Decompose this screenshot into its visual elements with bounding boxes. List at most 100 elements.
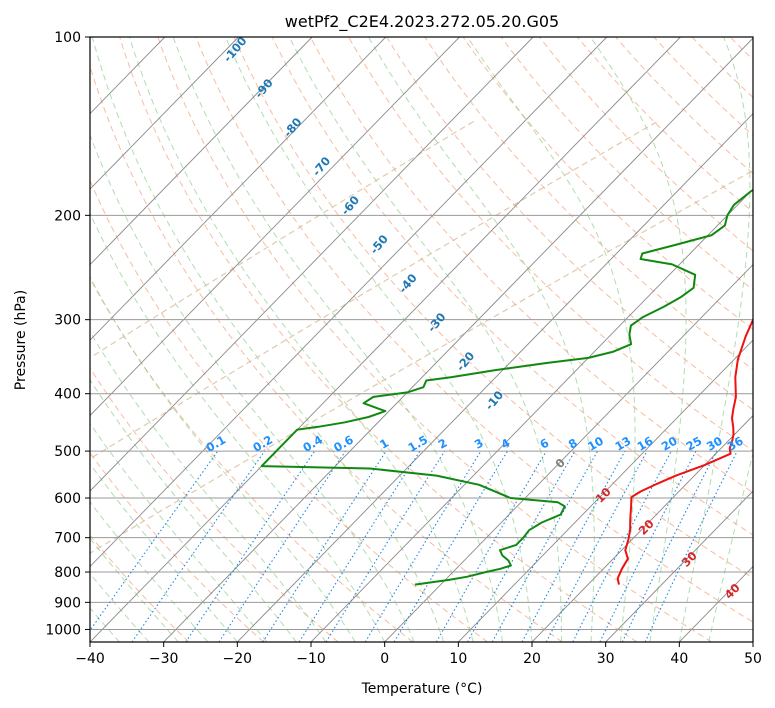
isotherm xyxy=(752,641,753,642)
mixing-ratio-label: 20 xyxy=(659,434,680,454)
mixing-ratio-label: 25 xyxy=(684,434,705,454)
moist-adiabat xyxy=(678,37,751,642)
dry-adiabat xyxy=(90,64,563,642)
dry-adiabat xyxy=(119,37,638,642)
plot-frame xyxy=(89,36,754,643)
isotherm xyxy=(163,37,753,642)
moist-adiabat xyxy=(708,450,753,642)
mixing-ratio-label: 13 xyxy=(612,434,633,454)
isotherm xyxy=(310,188,753,642)
dry-adiabat xyxy=(90,277,414,642)
x-tick-label: 30 xyxy=(597,651,615,667)
dry-adiabat xyxy=(309,37,753,494)
isotherm xyxy=(458,339,753,642)
x-tick-label: −10 xyxy=(296,651,326,667)
mixing-ratio-line xyxy=(599,450,697,642)
dewpoint-line xyxy=(260,188,753,586)
x-tick-label: 0 xyxy=(380,651,389,667)
dry-adiabat-label: -90 xyxy=(252,76,276,101)
isotherm xyxy=(90,37,681,642)
moist-adiabat-label: 0 xyxy=(552,455,568,471)
dry-adiabat xyxy=(462,37,753,330)
mixing-ratio-label: 2 xyxy=(436,436,450,452)
mixing-ratio-line xyxy=(572,450,672,642)
isotherm xyxy=(90,37,608,568)
moist-adiabat xyxy=(90,276,356,642)
y-tick-label: 1000 xyxy=(45,622,81,638)
x-tick-label: −20 xyxy=(223,651,253,667)
moist-adiabat xyxy=(90,133,415,642)
curved-reference-line xyxy=(90,120,659,460)
x-tick-label: 20 xyxy=(523,651,541,667)
isotherm xyxy=(90,37,239,190)
isotherm xyxy=(384,263,753,642)
moist-adiabat xyxy=(466,37,636,642)
y-axis-title: Pressure (hPa) xyxy=(13,290,29,390)
isotherm xyxy=(90,37,534,492)
mixing-ratio-line xyxy=(262,450,387,642)
x-axis-title: Temperature (°C) xyxy=(361,681,483,697)
dry-adiabat xyxy=(615,37,753,175)
mixing-ratio-line xyxy=(364,450,482,642)
curved-reference-line xyxy=(90,120,475,359)
x-tick-label: 10 xyxy=(449,651,467,667)
dry-adiabat xyxy=(500,37,753,291)
moist-adiabat xyxy=(90,378,297,642)
mixing-ratio-line xyxy=(644,450,738,642)
moist-adiabat xyxy=(90,537,179,642)
dry-adiabat xyxy=(424,37,753,370)
y-tick-label: 200 xyxy=(54,208,81,224)
moist-adiabat xyxy=(129,37,474,642)
mixing-ratio-line xyxy=(435,450,547,642)
dry-adiabat xyxy=(271,37,753,536)
moist-adiabat xyxy=(90,422,268,642)
mixing-ratio-line xyxy=(325,450,446,642)
sounding-series xyxy=(260,188,753,586)
dry-adiabat-label: -60 xyxy=(338,193,362,218)
dry-adiabat xyxy=(157,37,712,642)
y-tick-label: 400 xyxy=(54,387,81,403)
mixing-ratio-label: 6 xyxy=(537,436,551,452)
mixing-ratio-line xyxy=(545,450,648,642)
isotherm xyxy=(531,414,753,642)
dry-adiabat-label: -10 xyxy=(482,388,506,413)
x-tick-label: 50 xyxy=(744,651,762,667)
mixing-ratio-label: 3 xyxy=(472,436,486,452)
y-tick-label: 500 xyxy=(54,444,81,460)
dry-adiabat-label: -20 xyxy=(453,349,477,374)
moist-adiabat xyxy=(91,37,445,642)
dry-adiabat xyxy=(768,37,775,642)
isotherm xyxy=(237,113,753,642)
dry-adiabat xyxy=(90,179,488,642)
isotherm xyxy=(90,37,460,417)
isotherm xyxy=(90,37,387,341)
mixing-ratio-line xyxy=(218,450,346,642)
dry-adiabat xyxy=(386,37,753,411)
mixing-ratio-label: 36 xyxy=(725,434,746,454)
x-tick-label: 40 xyxy=(670,651,688,667)
dry-adiabat xyxy=(577,37,753,213)
y-axis-ticks: 100 200 300 400 500 600 700 800 900 1000 xyxy=(45,30,90,638)
moist-adiabat xyxy=(90,501,209,642)
dry-adiabat-label: -70 xyxy=(309,154,333,179)
mixing-ratio-line xyxy=(298,450,421,642)
curved-reference-line xyxy=(90,169,753,554)
moist-adiabat xyxy=(589,37,687,642)
mixing-ratio-line xyxy=(467,450,576,642)
skewed-isotherms xyxy=(90,37,753,642)
y-tick-label: 600 xyxy=(54,491,81,507)
y-tick-label: 700 xyxy=(54,531,81,547)
moist-adiabat xyxy=(367,37,595,642)
dry-adiabat xyxy=(233,37,753,579)
mixing-ratio-line xyxy=(491,450,599,642)
moist-adiabat xyxy=(90,463,238,642)
x-tick-label: −40 xyxy=(75,651,105,667)
dry-adiabat-label: -30 xyxy=(424,310,448,335)
mixing-ratio-label: 10 xyxy=(585,434,606,454)
y-tick-label: 800 xyxy=(54,565,81,581)
moist-adiabat xyxy=(90,330,327,642)
moist-adiabat xyxy=(225,37,533,642)
x-tick-label: −30 xyxy=(149,651,179,667)
dry-adiabat-label: -40 xyxy=(396,271,420,296)
